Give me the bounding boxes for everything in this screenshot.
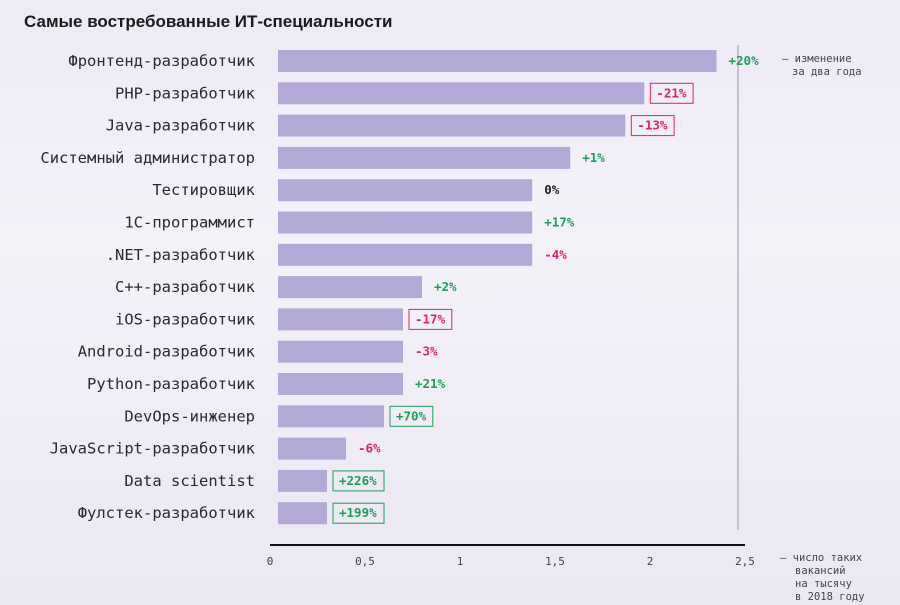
bar (278, 373, 403, 395)
category-label: Фронтенд-разработчик (68, 52, 255, 70)
category-label: DevOps-инженер (124, 407, 255, 425)
bar (278, 469, 327, 492)
change-label: +70% (396, 408, 427, 423)
x-tick-label: 0 (267, 555, 274, 568)
change-label: +20% (729, 53, 760, 68)
x-tick-label: 2 (647, 555, 654, 568)
category-label: Тестировщик (152, 181, 255, 199)
bar (278, 82, 645, 105)
x-note-line: – число таких (780, 552, 862, 564)
change-label: 0% (544, 182, 560, 197)
category-label: 1С-программист (124, 214, 255, 232)
category-label: Python-разработчик (87, 375, 256, 393)
bar (278, 211, 533, 234)
x-note-line: на тысячу (795, 578, 852, 590)
change-label: -3% (415, 344, 438, 359)
change-label: +17% (544, 215, 575, 230)
category-label: C++-разработчик (115, 278, 256, 296)
change-box (408, 308, 453, 330)
bar (278, 437, 346, 460)
change-box (332, 502, 385, 524)
chart-title: Самые востребованные ИТ-специальности (24, 12, 393, 31)
bar (278, 179, 533, 202)
bar (278, 276, 422, 299)
change-label: +226% (339, 473, 377, 488)
x-tick-label: 1 (457, 555, 464, 568)
category-label: Системный администратор (40, 149, 255, 167)
x-note-line: в 2018 году (795, 591, 865, 603)
x-note-line: вакансий (795, 565, 846, 577)
bar (278, 308, 403, 331)
change-label: +1% (582, 150, 605, 165)
category-label: Data scientist (124, 472, 255, 490)
change-box (649, 82, 694, 104)
category-label: Фулстек-разработчик (78, 504, 256, 522)
category-label: PHP-разработчик (115, 84, 256, 102)
change-note-line-1: – изменение (782, 53, 852, 65)
bar (278, 340, 403, 363)
change-label: -13% (637, 118, 668, 133)
change-box (630, 115, 675, 137)
bar (278, 502, 327, 525)
bar (278, 243, 533, 266)
category-label: Android-разработчик (78, 343, 256, 361)
change-label: +2% (434, 279, 457, 294)
change-box (389, 405, 434, 427)
change-label: +199% (339, 505, 377, 520)
change-label: -4% (544, 247, 567, 262)
bar (278, 50, 717, 72)
bar (278, 405, 384, 428)
x-tick-label: 0,5 (355, 555, 375, 568)
change-label: -17% (415, 311, 446, 326)
change-label: +21% (415, 376, 446, 391)
category-label: Java-разработчик (106, 117, 256, 135)
change-note-line-2: за два года (792, 66, 862, 78)
bar (278, 146, 571, 169)
change-box (332, 470, 385, 492)
category-label: JavaScript-разработчик (50, 440, 256, 458)
category-label: .NET-разработчик (106, 246, 256, 264)
change-label: -6% (358, 441, 381, 456)
change-label: -21% (656, 85, 687, 100)
x-tick-label: 1,5 (545, 555, 565, 568)
bar (278, 114, 626, 137)
category-label: iOS-разработчик (115, 310, 256, 328)
x-tick-label: 2,5 (735, 555, 755, 568)
